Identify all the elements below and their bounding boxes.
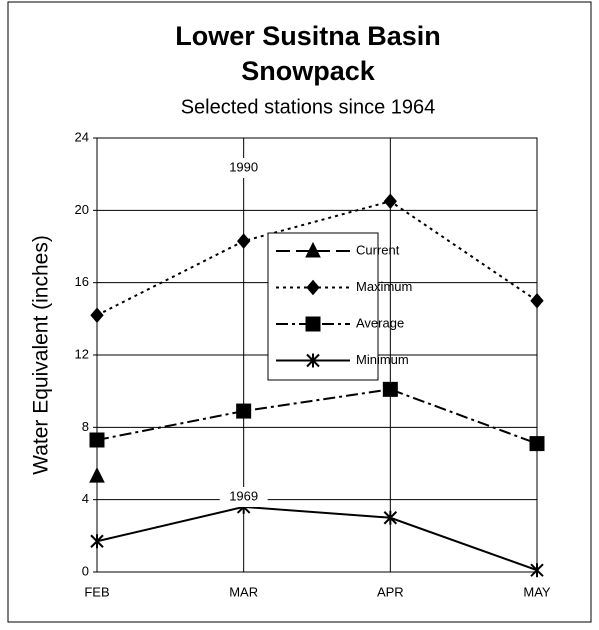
data-point [90,307,104,323]
legend-marker [306,279,320,296]
data-point [237,233,251,249]
data-point [236,403,252,419]
y-tick-label: 16 [75,274,89,289]
series-line [96,505,538,572]
data-point [382,381,398,397]
y-tick-label: 4 [82,491,89,506]
data-point [530,563,544,578]
data-point [530,292,544,309]
x-tick-label: MAY [523,584,551,599]
legend-marker [306,353,320,368]
y-tick-label: 20 [75,202,89,217]
chart-title: Lower Susitna Basin Snowpack [175,21,441,86]
series-line [96,388,538,445]
y-tick-label: 0 [82,563,89,578]
x-tick-label: APR [377,584,404,599]
legend-label: Average [356,315,404,330]
plot-frame [96,137,538,573]
x-tick-label: FEB [84,584,109,599]
legend [267,232,379,381]
legend-label: Maximum [356,279,412,294]
annotation: 1990 [229,159,258,174]
y-axis-label: Water Equivalent (inches) [30,235,53,475]
data-point [89,467,105,483]
data-point [529,436,545,452]
data-point [383,193,397,210]
annotation: 1969 [229,488,258,503]
legend-label: Minimum [356,352,409,367]
legend-marker [305,316,321,332]
x-tick-label: MAR [229,584,258,599]
legend-label: Current [356,242,400,257]
y-tick-label: 12 [75,346,89,361]
data-point [90,534,104,549]
series-line [96,200,538,317]
annotation-bg [219,487,268,507]
annotation-bg [219,158,268,178]
legend-marker [305,241,321,258]
data-point [383,510,398,525]
y-tick-label: 8 [82,419,89,434]
chart-subtitle: Selected stations since 1964 [181,96,436,118]
y-tick-label: 24 [75,129,89,144]
data-point [89,432,105,448]
